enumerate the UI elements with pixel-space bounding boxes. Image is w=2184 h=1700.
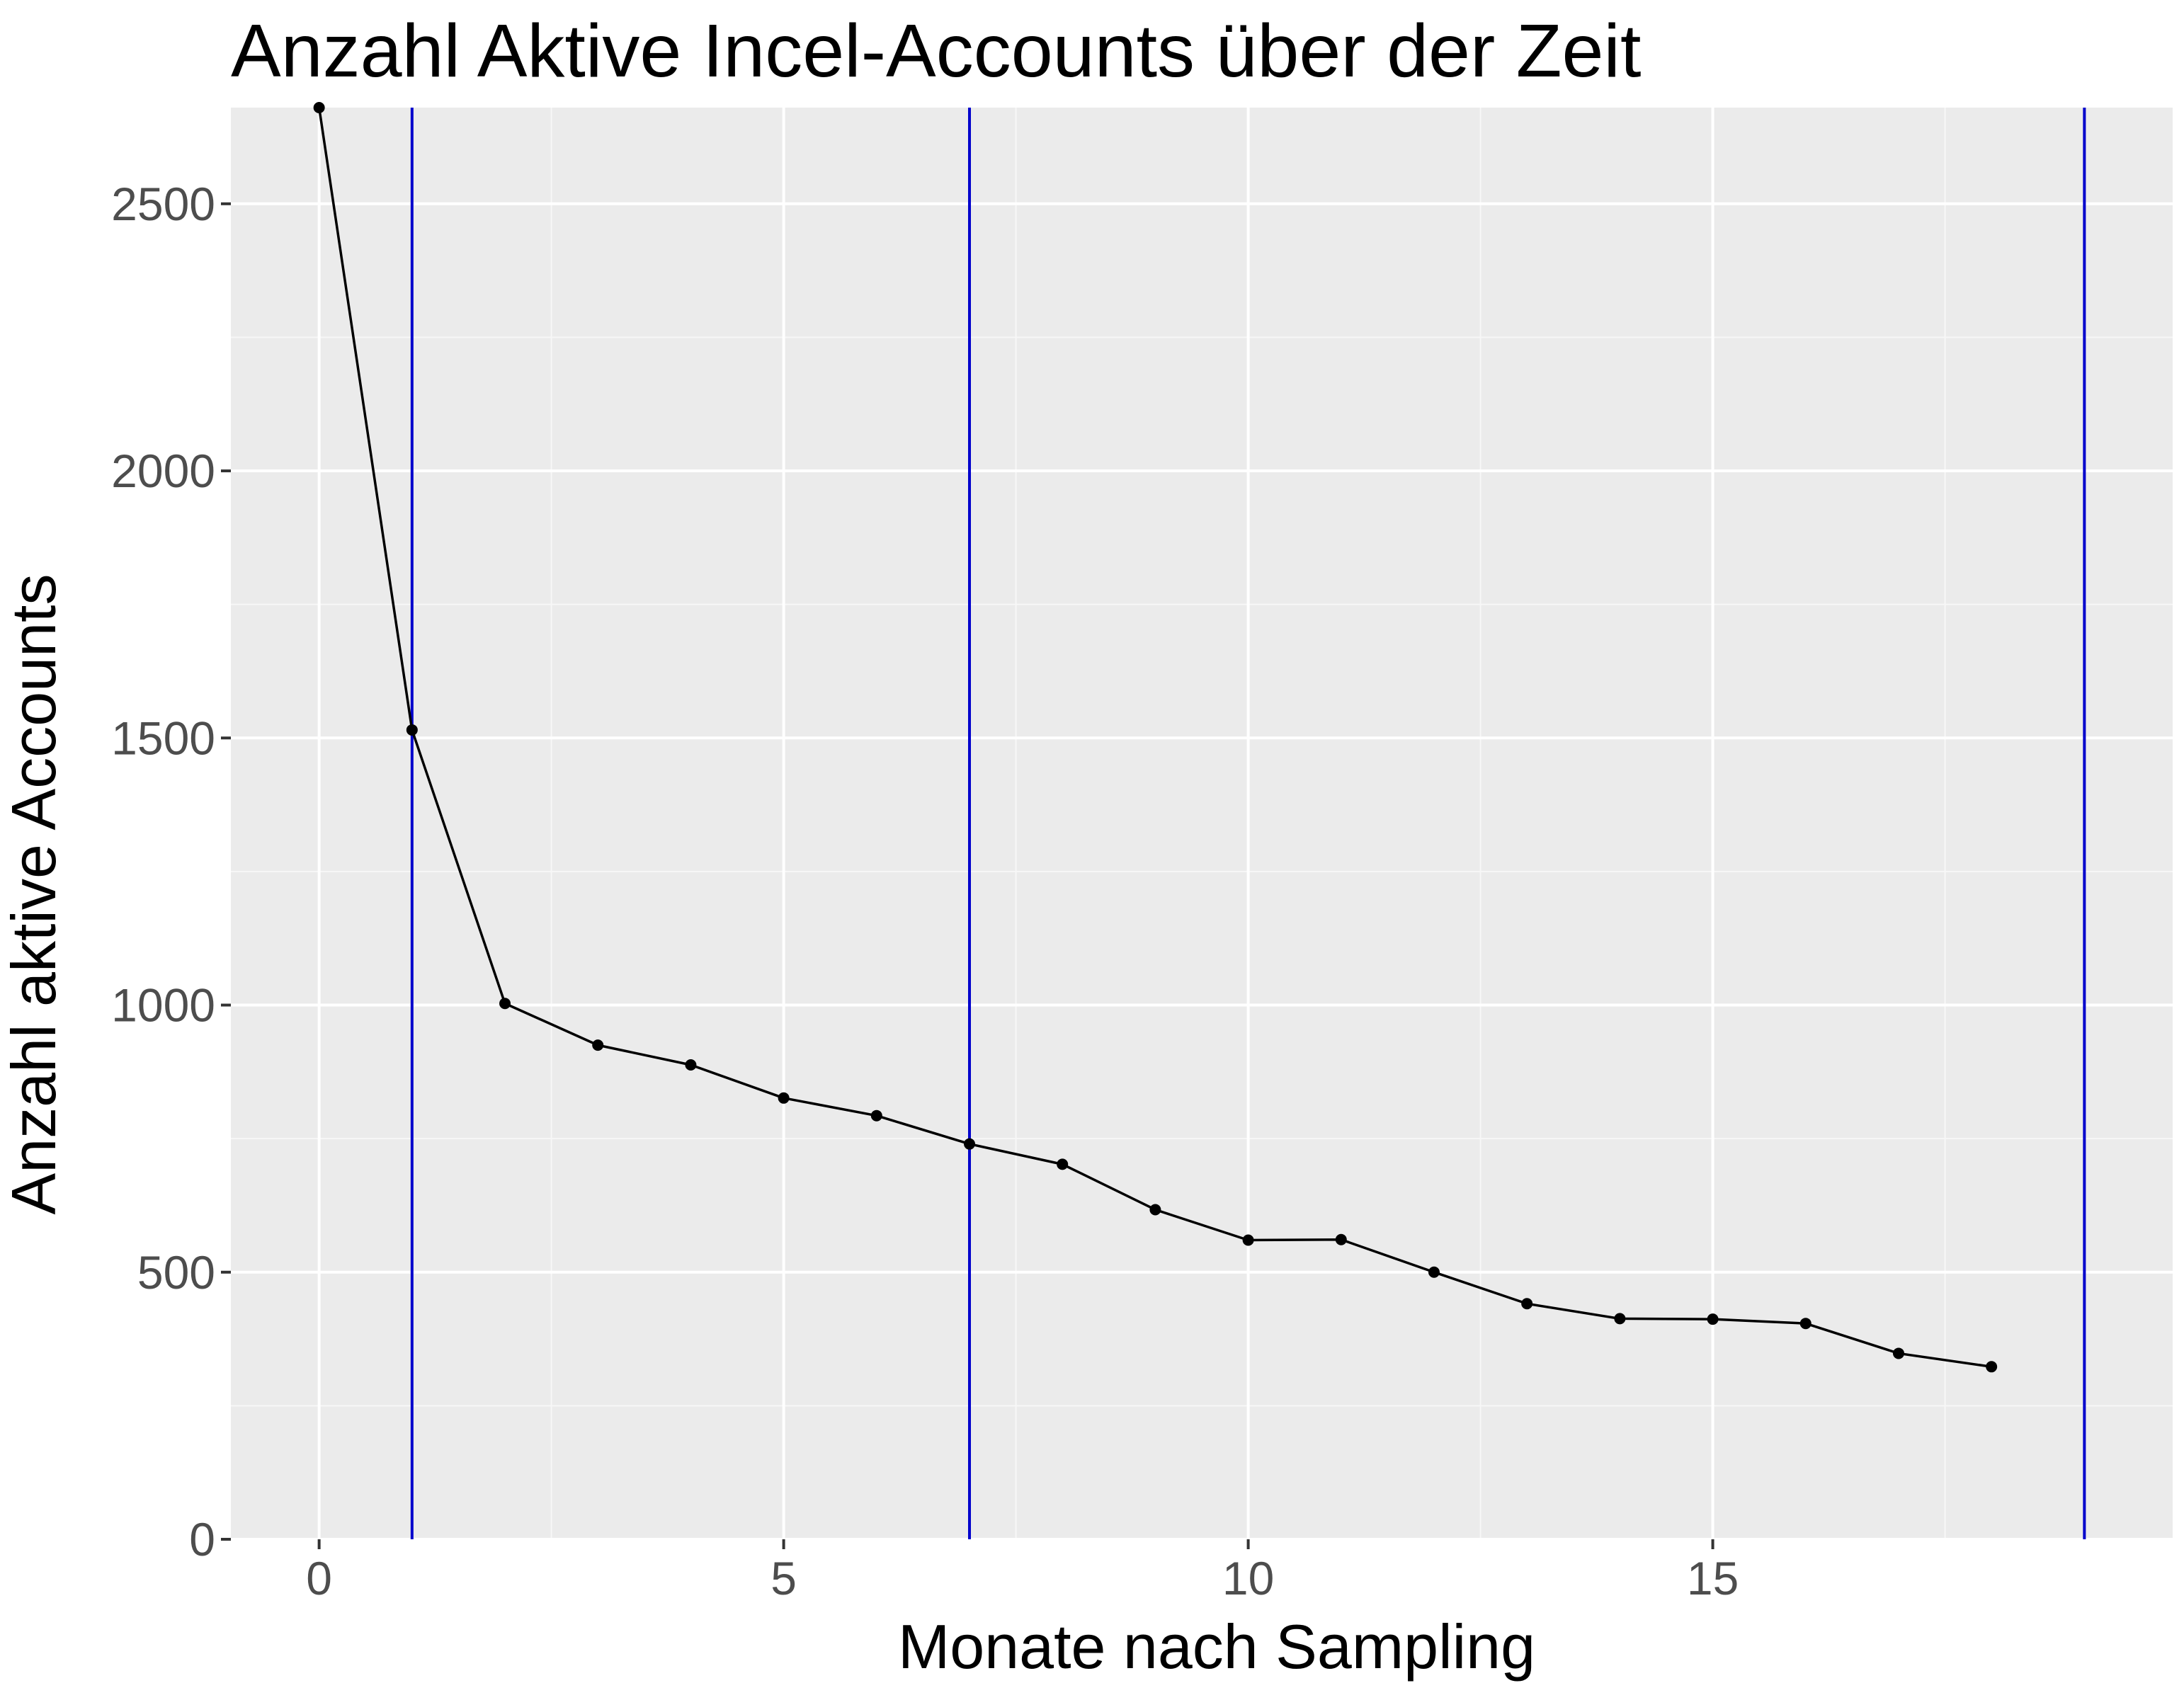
x-tick-label: 0	[306, 1552, 332, 1604]
axes: 0 500 1000 1500 2000 2500 0 5 10 15	[111, 178, 1739, 1604]
data-point	[870, 1109, 882, 1122]
minor-gridlines	[231, 108, 2173, 1539]
data-point	[1892, 1347, 1904, 1359]
data-point	[1335, 1233, 1347, 1245]
chart-title: Anzahl Aktive Incel-Accounts über der Ze…	[231, 9, 1641, 93]
y-tick-label: 1000	[111, 979, 215, 1032]
data-point	[313, 102, 325, 113]
y-tick-label: 2000	[111, 445, 215, 497]
data-point	[1614, 1313, 1626, 1325]
data-point	[592, 1039, 604, 1051]
data-point	[1057, 1158, 1069, 1170]
y-tick-label: 2500	[111, 178, 215, 230]
x-axis-title: Monate nach Sampling	[898, 1611, 1535, 1682]
x-tick-label: 5	[770, 1552, 797, 1604]
y-tick-label: 500	[137, 1246, 215, 1299]
x-tick-label: 15	[1687, 1552, 1739, 1604]
plot-panel	[231, 108, 2173, 1539]
reference-lines	[410, 108, 2086, 1539]
data-point	[778, 1092, 790, 1104]
data-point	[406, 724, 418, 736]
data-point	[1986, 1361, 1998, 1373]
y-tick-label: 0	[189, 1513, 215, 1565]
data-point	[1707, 1313, 1719, 1325]
y-axis-title: Anzahl aktive Accounts	[0, 574, 69, 1215]
data-point	[685, 1059, 697, 1071]
data-point	[499, 998, 511, 1010]
x-tick-label: 10	[1222, 1552, 1274, 1604]
data-point	[964, 1138, 976, 1150]
series-group	[313, 102, 1998, 1373]
data-point	[1242, 1234, 1254, 1246]
data-point	[1799, 1318, 1812, 1330]
data-point	[1521, 1298, 1533, 1310]
data-point	[1149, 1204, 1161, 1216]
y-tick-label: 1500	[111, 712, 215, 764]
major-gridlines	[231, 108, 2173, 1541]
data-point	[1428, 1266, 1440, 1278]
